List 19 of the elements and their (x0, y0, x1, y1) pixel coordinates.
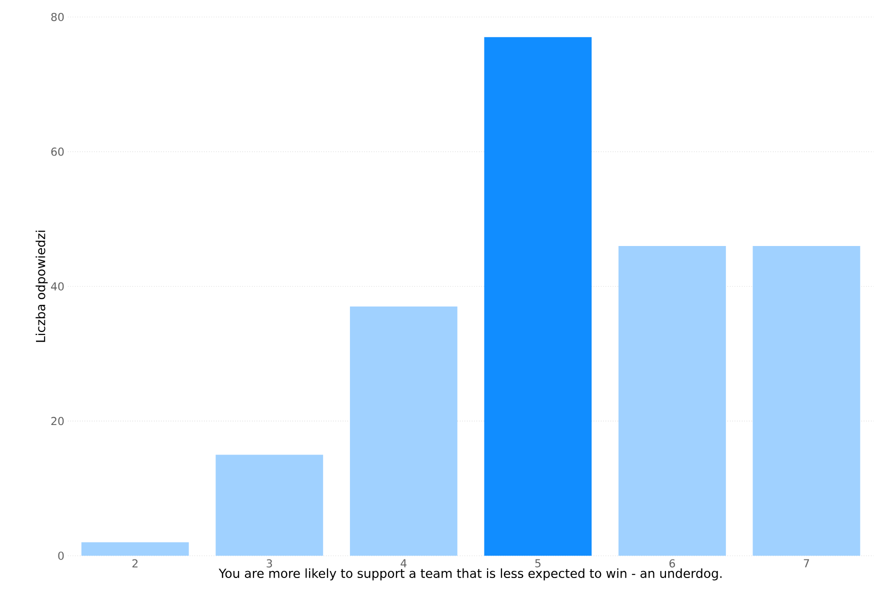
y-tick-label: 20 (51, 417, 64, 426)
y-axis-title: Liczba odpowiedzi (36, 230, 48, 342)
y-tick-label: 80 (51, 12, 64, 22)
x-axis-title: You are more likely to support a team that is less expected to win - an underdog. (218, 568, 722, 581)
x-tick-label: 2 (132, 559, 138, 568)
bar (81, 542, 189, 556)
y-tick-label: 0 (58, 552, 64, 560)
bar (350, 306, 458, 556)
x-tick-label: 3 (266, 559, 272, 568)
x-tick-label: 7 (804, 559, 810, 568)
bar (216, 454, 324, 556)
bar (484, 37, 592, 556)
x-tick-label: 4 (400, 559, 407, 568)
x-tick-label: 5 (535, 559, 540, 568)
bar (618, 246, 726, 556)
bar (752, 246, 860, 556)
y-tick-label: 60 (51, 148, 64, 156)
y-tick-label: 40 (51, 282, 64, 291)
x-tick-label: 6 (669, 559, 675, 568)
